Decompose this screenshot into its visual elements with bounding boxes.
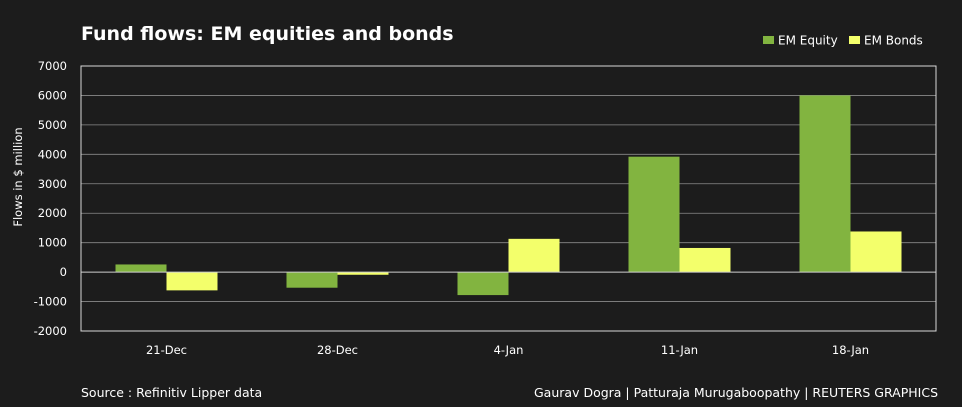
y-tick-label: 0 [60, 265, 67, 279]
bar-em-equity [628, 156, 680, 273]
bar-em-bonds [337, 272, 389, 275]
y-tick-label: -2000 [34, 324, 67, 338]
bar-em-equity [115, 264, 167, 273]
y-tick-label: 1000 [38, 236, 67, 250]
bar-em-bonds [850, 231, 902, 273]
y-tick-label: 2000 [38, 206, 67, 220]
plot-area-border [80, 65, 937, 332]
y-axis-title: Flows in $ million [11, 127, 25, 226]
chart-title: Fund flows: EM equities and bonds [81, 23, 454, 45]
bar-em-equity [286, 272, 338, 288]
y-tick-label: 4000 [38, 147, 67, 161]
x-tick-label: 4-Jan [494, 343, 524, 357]
legend-label-em-equity: EM Equity [778, 34, 838, 48]
bar-em-bonds [166, 272, 218, 291]
source-note: Source : Refinitiv Lipper data [81, 385, 262, 400]
bar-em-equity [799, 95, 851, 273]
credits-note: Gaurav Dogra | Patturaja Murugaboopathy … [534, 385, 938, 400]
bar-em-equity [457, 272, 509, 296]
legend-swatch-em-bonds [849, 36, 860, 44]
legend: EM Equity EM Bonds [763, 34, 923, 48]
x-tick-label: 11-Jan [661, 343, 698, 357]
legend-swatch-em-equity [763, 36, 774, 44]
x-tick-label: 18-Jan [832, 343, 869, 357]
x-tick-labels: 21-Dec 28-Dec 4-Jan 11-Jan 18-Jan [146, 343, 869, 357]
legend-label-em-bonds: EM Bonds [864, 34, 923, 48]
y-tick-label: 7000 [38, 59, 67, 73]
bar-em-bonds [508, 238, 560, 273]
y-tick-labels: 7000 6000 5000 4000 3000 2000 1000 0 -1000 -2000 [34, 59, 67, 338]
x-tick-label: 21-Dec [146, 343, 187, 357]
bars [115, 95, 902, 296]
y-tick-label: -1000 [34, 295, 67, 309]
y-tick-label: 5000 [38, 118, 67, 132]
x-tick-label: 28-Dec [317, 343, 358, 357]
bar-em-bonds [679, 247, 731, 273]
y-tick-label: 6000 [38, 88, 67, 102]
y-tick-label: 3000 [38, 177, 67, 191]
